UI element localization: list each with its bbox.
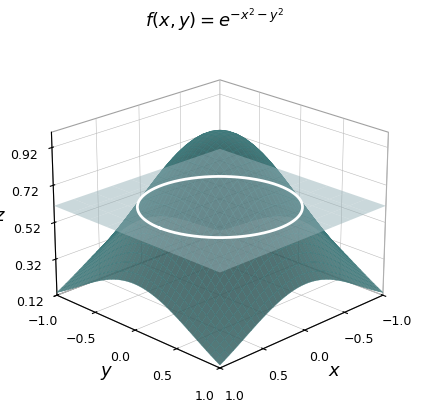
Title: $f(x, y) = e^{-x^2 - y^2}$: $f(x, y) = e^{-x^2 - y^2}$ — [145, 7, 285, 34]
Y-axis label: y: y — [101, 361, 111, 379]
X-axis label: x: x — [329, 361, 339, 379]
